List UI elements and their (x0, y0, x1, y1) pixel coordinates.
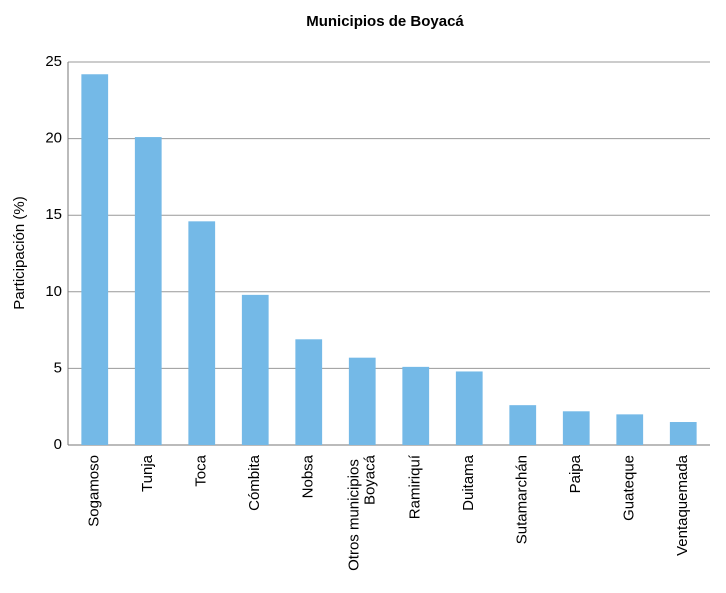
y-tick-label: 25 (45, 53, 62, 70)
bar (241, 294, 269, 445)
bar (669, 422, 697, 445)
bar (348, 357, 376, 445)
x-tick-label: Cómbita (246, 454, 263, 511)
x-tick-label: Tunja (139, 454, 156, 492)
y-tick-label: 5 (54, 359, 62, 376)
x-tick-label: Duitama (460, 454, 477, 511)
x-tick-label: Sutamarchán (514, 455, 531, 544)
bar (455, 371, 483, 445)
x-tick-label: Guateque (621, 455, 638, 521)
bar (134, 137, 162, 445)
y-tick-label: 15 (45, 206, 62, 223)
x-tick-label: Toca (193, 454, 210, 486)
x-tick-label: Sogamoso (86, 455, 103, 527)
bar (81, 74, 109, 446)
bar (616, 414, 644, 445)
x-tick-label: Paipa (567, 454, 584, 493)
chart-title: Municipios de Boyacá (306, 13, 464, 30)
y-axis-label: Participación (%) (11, 196, 28, 309)
bar (295, 339, 323, 445)
bar (188, 221, 216, 445)
x-tick-label: Nobsa (300, 454, 317, 498)
bar (402, 366, 430, 445)
y-tick-label: 0 (54, 436, 62, 453)
y-tick-label: 20 (45, 130, 62, 147)
bar (562, 411, 590, 445)
bar (509, 405, 537, 445)
y-tick-label: 10 (45, 283, 62, 300)
x-tick-label: Ventaquemada (674, 454, 691, 556)
x-tick-label: Otros municipios Boyacá (345, 454, 378, 571)
x-tick-label: Ramiriquí (407, 454, 424, 519)
